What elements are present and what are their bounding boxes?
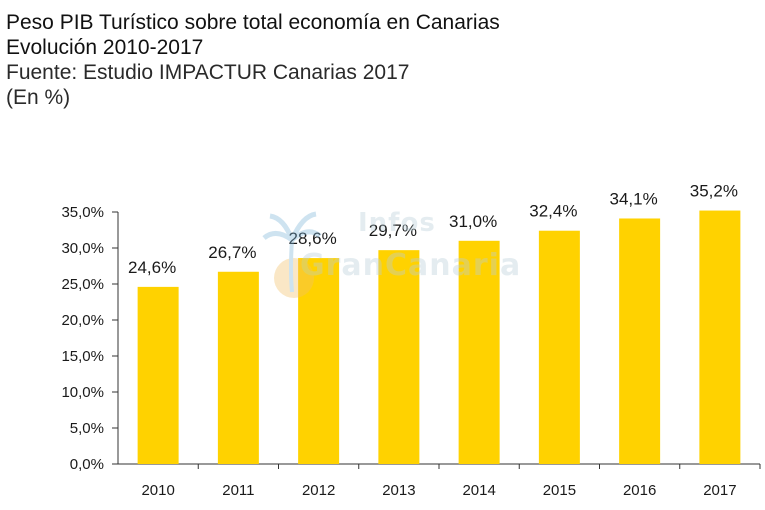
y-tick-label: 15,0% <box>61 348 104 365</box>
chart-source: Fuente: Estudio IMPACTUR Canarias 2017 <box>6 61 410 84</box>
x-tick-label: 2011 <box>222 482 254 499</box>
x-tick-label: 2013 <box>382 482 415 499</box>
data-label: 32,4% <box>529 202 577 221</box>
data-label: 35,2% <box>690 182 738 201</box>
x-tick-label: 2015 <box>543 482 576 499</box>
x-tick-label: 2016 <box>623 482 656 499</box>
x-tick-label: 2012 <box>302 482 335 499</box>
y-tick-label: 10,0% <box>61 384 104 401</box>
chart-unit: (En %) <box>6 86 71 109</box>
bar <box>538 230 580 464</box>
chart-subtitle: Evolución 2010-2017 <box>6 36 204 59</box>
bar <box>378 250 420 464</box>
y-tick-label: 20,0% <box>61 312 104 329</box>
data-label: 34,1% <box>610 189 658 208</box>
x-tick-label: 2010 <box>141 482 174 499</box>
bar <box>458 240 500 464</box>
data-label: 26,7% <box>208 243 256 262</box>
bar <box>137 286 179 464</box>
x-tick-label: 2014 <box>462 482 495 499</box>
y-tick-label: 5,0% <box>70 420 104 437</box>
y-tick-label: 35,0% <box>61 204 104 221</box>
chart-title: Peso PIB Turístico sobre total economía … <box>6 11 500 34</box>
data-label: 24,6% <box>128 258 176 277</box>
data-label: 28,6% <box>289 229 337 248</box>
y-tick-label: 30,0% <box>61 240 104 257</box>
bar <box>699 210 741 464</box>
y-tick-label: 0,0% <box>70 456 104 473</box>
chart-header: Peso PIB Turístico sobre total economía … <box>6 10 746 110</box>
x-tick-label: 2017 <box>703 482 736 499</box>
data-label: 31,0% <box>449 212 497 231</box>
bar <box>217 271 259 464</box>
y-tick-label: 25,0% <box>61 276 104 293</box>
data-label: 29,7% <box>369 221 417 240</box>
bar <box>619 218 661 464</box>
bar <box>298 258 340 464</box>
